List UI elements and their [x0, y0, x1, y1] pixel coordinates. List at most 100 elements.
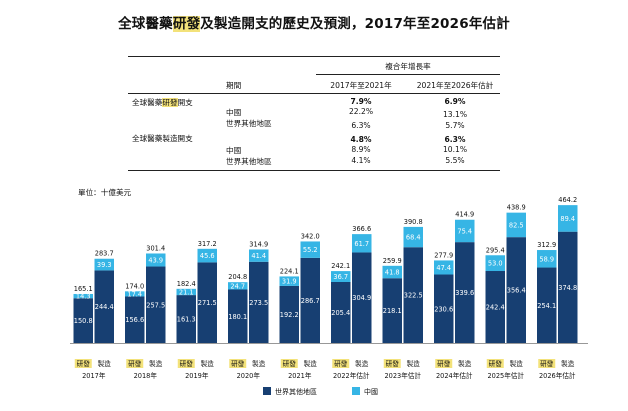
sublabel-highlight-7	[435, 359, 453, 368]
label-mfg-rest-3: 273.5	[249, 299, 268, 307]
total-mfg-9: 464.2	[558, 196, 577, 204]
bar-rd-rest-3	[228, 289, 248, 343]
total-mfg-3: 314.9	[249, 240, 268, 248]
label-rd-china-2: 21.1	[179, 288, 194, 296]
bar-rd-china-2	[176, 288, 196, 296]
bar-rd-china-8	[485, 255, 505, 272]
label-mfg-rest-7: 339.6	[455, 289, 474, 297]
legend-swatch-china	[352, 387, 360, 395]
sublabel-rd-9: 研發	[540, 359, 554, 368]
sublabel-mfg-7: 製造	[458, 359, 472, 368]
sublabel-highlight-0	[74, 359, 92, 368]
total-rd-9: 312.9	[537, 241, 556, 249]
sublabel-mfg-6: 製造	[407, 359, 421, 368]
sublabel-rd-7: 研發	[437, 359, 451, 368]
bar-mfg-rest-6	[403, 247, 423, 343]
bar-rd-china-5	[331, 271, 351, 282]
mfg-section-label: 全球醫藥製造開支	[132, 134, 193, 143]
bar-mfg-rest-7	[455, 242, 475, 343]
label-mfg-china-5: 61.7	[354, 240, 369, 248]
label-mfg-rest-5: 304.9	[352, 294, 371, 302]
rd-row-cagr-1: 6.3%	[351, 121, 371, 130]
category-label-6: 2023年估計	[384, 371, 421, 380]
sublabel-mfg-3: 製造	[252, 359, 266, 368]
bar-mfg-rest-8	[506, 237, 526, 343]
sublabel-highlight-3	[229, 359, 247, 368]
label-rd-china-3: 24.7	[230, 282, 245, 290]
sublabel-highlight-6	[383, 359, 401, 368]
bar-rd-rest-5	[331, 281, 351, 343]
bar-mfg-rest-0	[94, 270, 114, 343]
sublabel-highlight-9	[538, 359, 556, 368]
label-mfg-china-4: 55.2	[303, 246, 318, 254]
sublabel-mfg-5: 製造	[355, 359, 369, 368]
mfg-china-label: 中國	[226, 146, 242, 155]
bar-rd-rest-0	[73, 298, 93, 343]
legend-label-china: 中國	[364, 387, 378, 396]
label-rd-china-4: 31.9	[282, 278, 297, 286]
label-rd-rest-7: 230.6	[434, 305, 453, 313]
sublabel-rd-5: 研發	[334, 359, 348, 368]
bar-rd-rest-2	[176, 295, 196, 343]
category-label-0: 2017年	[82, 371, 106, 380]
label-mfg-china-1: 43.9	[148, 257, 163, 265]
rd-china-label: 中國	[226, 108, 242, 117]
sublabel-highlight-8	[486, 359, 504, 368]
sublabel-highlight-1	[126, 359, 144, 368]
label-mfg-rest-1: 257.5	[146, 301, 165, 309]
bar-rd-china-1	[125, 291, 145, 297]
mfg-row-label: 世界其他地區	[226, 157, 272, 166]
sublabel-mfg-1: 製造	[149, 359, 163, 368]
label-rd-rest-2: 161.3	[177, 316, 196, 324]
table-bottom-rule	[128, 170, 500, 171]
bar-rd-china-4	[279, 276, 299, 286]
legend-swatch-rest	[263, 387, 271, 395]
bar-rd-rest-8	[485, 271, 505, 343]
bar-mfg-rest-9	[558, 231, 578, 343]
total-mfg-1: 301.4	[146, 244, 165, 252]
header-bottom-rule	[128, 93, 500, 94]
category-label-9: 2026年估計	[539, 371, 576, 380]
label-mfg-china-7: 75.4	[457, 227, 472, 235]
total-mfg-0: 283.7	[95, 250, 114, 258]
category-label-8: 2025年估計	[487, 371, 524, 380]
bar-mfg-china-0	[94, 258, 114, 271]
sublabel-highlight-5	[332, 359, 350, 368]
bar-mfg-china-7	[455, 219, 475, 243]
total-rd-8: 295.4	[486, 246, 505, 254]
total-mfg-6: 390.8	[404, 218, 423, 226]
total-mfg-8: 438.9	[507, 204, 526, 212]
sublabel-mfg-2: 製造	[201, 359, 215, 368]
label-rd-china-7: 47.4	[436, 264, 451, 272]
total-mfg-5: 366.6	[352, 225, 371, 233]
total-rd-2: 182.4	[177, 280, 196, 288]
bar-mfg-china-5	[352, 234, 372, 253]
category-label-1: 2018年	[134, 371, 158, 380]
sublabel-highlight-2	[177, 359, 195, 368]
group-header-rule	[316, 74, 500, 75]
sublabel-rd-4: 研發	[283, 359, 297, 368]
mfg-row-cagr-1: 4.1%	[351, 156, 371, 165]
unit-label: 單位：十億美元	[78, 188, 132, 197]
chart-title: 全球醫藥研發及製造開支的歷史及預測，2017年至2026年估計	[118, 16, 510, 32]
label-rd-rest-4: 192.2	[280, 311, 299, 319]
label-mfg-rest-0: 244.4	[95, 303, 114, 311]
rd-row-label: 世界其他地區	[226, 119, 272, 128]
category-label-4: 2021年	[288, 371, 312, 380]
bar-rd-china-0	[73, 293, 93, 299]
bar-rd-rest-4	[279, 285, 299, 343]
bar-mfg-rest-2	[197, 262, 217, 343]
label-rd-rest-1: 156.6	[125, 316, 144, 324]
col2-header: 2021年至2026年估計	[416, 81, 494, 90]
label-mfg-china-8: 82.5	[509, 221, 524, 229]
category-label-7: 2024年估計	[436, 371, 473, 380]
total-mfg-2: 317.2	[198, 240, 217, 248]
bar-mfg-china-8	[506, 212, 526, 238]
label-rd-china-5: 36.7	[333, 273, 348, 281]
rd-china-cagr-1: 22.2%	[348, 107, 374, 116]
label-rd-rest-3: 180.1	[228, 313, 247, 321]
label-mfg-china-3: 41.4	[251, 252, 266, 260]
label-mfg-china-9: 89.4	[560, 215, 575, 223]
label-rd-rest-9: 254.1	[537, 302, 556, 310]
